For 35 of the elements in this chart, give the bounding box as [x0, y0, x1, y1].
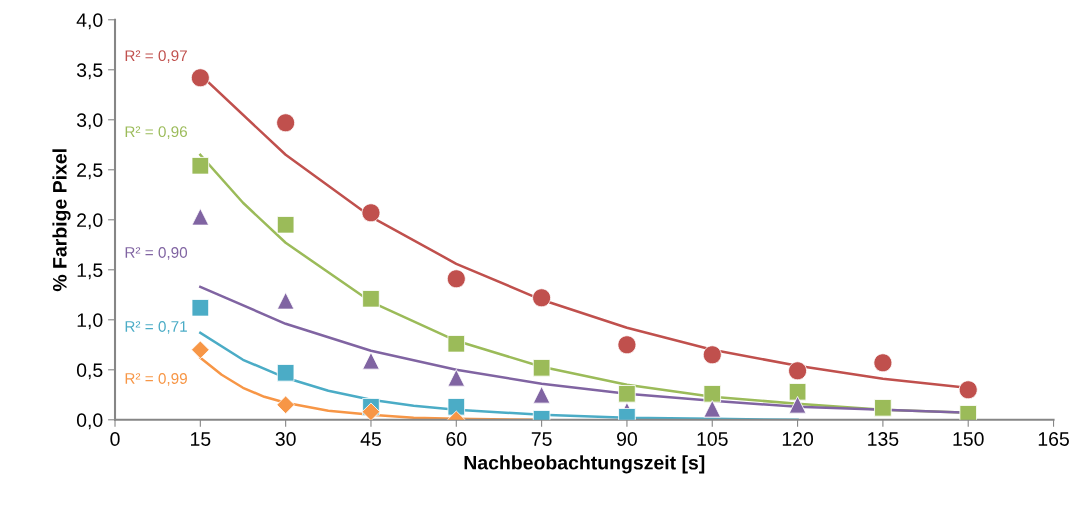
x-tick-label: 120 — [782, 432, 814, 446]
y-tick-label: 2,5 — [77, 163, 103, 180]
y-tick-label: 3,5 — [76, 63, 103, 80]
x-tick-label: 0 — [110, 432, 120, 446]
x-tick-label: 90 — [617, 432, 637, 446]
annotation: R² = 0,99 — [125, 373, 187, 386]
x-tick-label: 30 — [275, 432, 296, 446]
y-tick-label: 4,0 — [76, 13, 103, 30]
annotation: R² = 0,96 — [125, 126, 187, 139]
y-tick-label: 0,5 — [76, 363, 103, 380]
x-tick-label: 135 — [868, 432, 899, 446]
annotation: R² = 0,90 — [125, 247, 188, 260]
point — [276, 364, 295, 382]
x-tick-label: 60 — [446, 432, 467, 446]
x-tick-label: 45 — [360, 432, 381, 446]
point — [959, 405, 977, 420]
point — [447, 335, 466, 353]
point — [361, 402, 381, 420]
x-axis-title: Nachbeobachtungszeit [s] — [464, 455, 705, 474]
y-tick-label: 1,0 — [77, 313, 103, 330]
y-tick-label: 2,0 — [77, 213, 103, 230]
x-tick-label: 105 — [697, 432, 728, 446]
x-tick-label: 165 — [1038, 432, 1069, 446]
annotation: R² = 0,97 — [125, 50, 187, 63]
x-tick-label: 75 — [531, 432, 552, 446]
y-tick-label: 3,0 — [76, 113, 103, 130]
y-tick-label: 0,0 — [76, 413, 103, 430]
point — [788, 383, 807, 401]
annotation: R² = 0,71 — [125, 321, 187, 334]
x-tick-label: 150 — [953, 432, 984, 446]
y-axis-title: % Farbige Pixel — [52, 149, 71, 292]
point — [532, 359, 551, 377]
point — [191, 157, 210, 175]
x-tick-label: 15 — [191, 432, 211, 446]
y-tick-label: 1,5 — [77, 263, 103, 280]
